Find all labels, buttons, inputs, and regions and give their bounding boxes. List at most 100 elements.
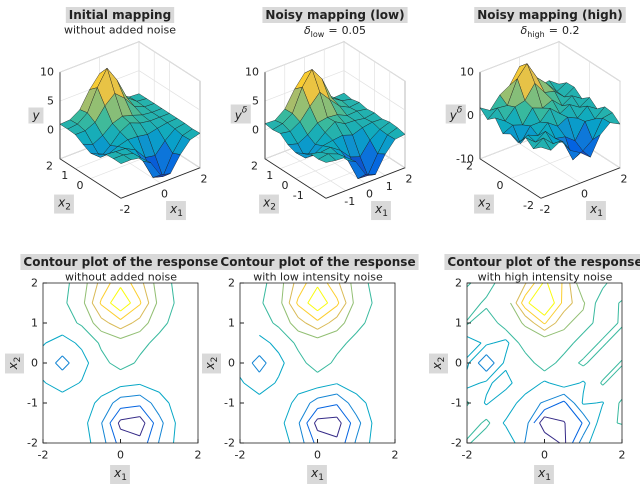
contour-line [317,330,338,339]
contour-line [78,379,83,384]
contour-line [131,317,141,324]
y-tick-label: 1 [228,317,235,330]
label-subscript: 2 [210,357,220,363]
axis-line [59,158,122,199]
contour-line [112,396,121,404]
x1-tick-label: 2 [621,172,628,185]
contour-line [173,422,176,444]
x2-tick-label: 1 [61,169,68,182]
y-tick-label: -2 [27,437,38,450]
contour-line [297,316,306,324]
label-subscript: 2 [65,203,71,213]
contour-line [91,282,99,304]
x-tick-label: -2 [38,449,49,462]
contour-line [582,382,586,394]
axis-line [540,167,621,199]
label-box [445,104,466,124]
contour-line [120,383,140,388]
label-box [474,7,626,23]
contour-line [66,302,78,324]
contour-line [109,422,117,444]
contour-line [45,334,63,344]
contour-line [317,286,329,304]
contour-line [158,391,170,404]
contour-line [617,302,620,324]
contour-line [328,316,338,324]
contour-line [569,309,584,324]
contour-line [258,362,267,373]
contour-line [578,358,584,364]
delta-sign: = [328,24,337,37]
contour-line [336,393,349,404]
contour-line [158,422,164,440]
contour-line [491,369,507,384]
contour-line [582,380,586,384]
contour-line [527,402,542,424]
contour-line [274,376,280,384]
contour-line [544,362,556,372]
y-tick-label: 0 [228,357,235,370]
x-tick-label: -2 [235,449,246,462]
y-tick-label: -2 [451,437,462,450]
contour-line [336,302,340,307]
contour-line [101,422,107,444]
contour-line [120,428,141,437]
z-tick-label: 5 [47,95,54,108]
panel-subtitle: δlow = 0.05 [304,24,366,40]
panel-title: Initial mapping [69,8,171,22]
contour-line [101,402,114,424]
contour-line [481,418,487,424]
label-subscript: 1 [121,473,127,483]
contour-line [600,379,604,384]
contour-line [485,382,493,396]
contour-line [117,422,121,430]
contour-line [139,322,149,332]
contour-line [582,413,591,424]
label-base: x [430,361,444,370]
contour-line [153,282,158,304]
contour-line [555,311,565,324]
contour-line [158,322,168,334]
contour-line [336,383,357,395]
contour-line [563,322,571,331]
contour-line [569,282,573,304]
contour-line [582,302,586,310]
contour-line [540,380,545,384]
contour-line [62,334,76,344]
contour-line [81,349,90,364]
grid-line [479,41,560,73]
contour-line [528,282,544,304]
contour-line [524,315,535,324]
contour-line [563,342,574,355]
contour-line [269,342,280,354]
label-box [20,254,222,270]
contour-line [470,427,487,444]
y-tick-label: 1 [455,317,462,330]
x-tick-label: 2 [392,449,399,462]
contour-line [563,393,575,404]
contour-line [313,422,318,431]
label-subscript: 2 [270,203,276,213]
z-tick-label: 5 [252,95,259,108]
contour-line [139,416,146,424]
contour-line [364,302,373,324]
x2-tick-label: 0 [497,179,504,192]
contour-line [466,336,482,344]
contour-line [545,302,562,324]
contour-line [336,322,345,332]
surface-patch [317,153,337,163]
x1-tick-label: 2 [406,172,413,185]
contour-line [573,332,584,344]
x-tick-label: 0 [541,449,548,462]
contour-line [92,322,102,332]
contour-line [544,322,547,325]
x1-tick-label: -2 [120,203,131,216]
contour-line [598,338,603,344]
contour-line [91,302,102,319]
contour-line [307,302,318,312]
contour-line [297,305,318,321]
label-subscript: 2 [437,357,447,363]
contour-line [582,322,594,334]
x1-tick-label: 0 [366,188,373,201]
contour-line [336,297,340,304]
